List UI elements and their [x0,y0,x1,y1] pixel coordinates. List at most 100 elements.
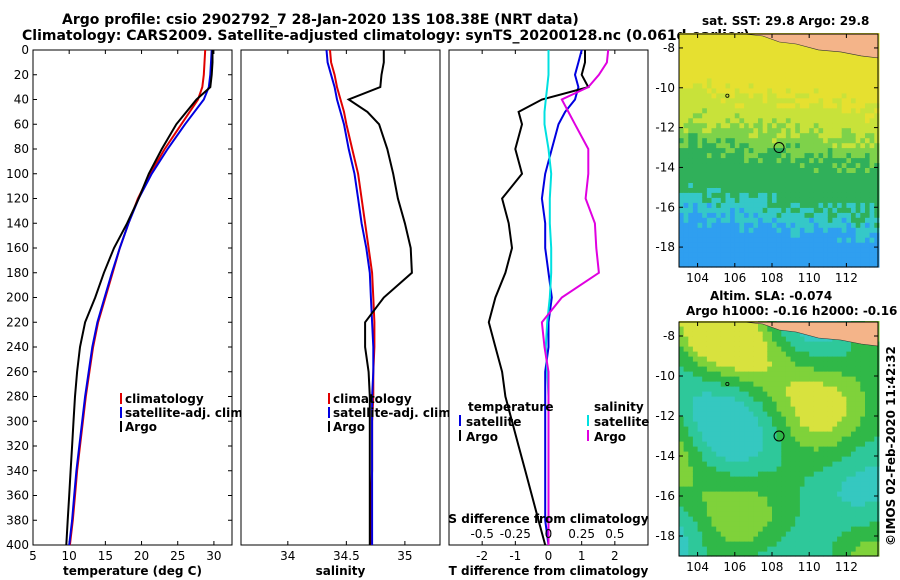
map-cell [692,132,699,139]
map-cell [688,247,694,253]
map-cell [776,47,782,54]
map-cell [679,112,685,119]
map-cell [739,162,745,168]
map-cell [744,82,750,89]
map-cell [860,351,866,357]
map-cell [855,187,861,193]
map-cell [753,446,759,452]
map-cell [767,446,773,452]
map-cell [874,182,880,188]
map-cell [762,43,768,49]
map-cell [832,431,838,437]
map-cell [730,326,736,332]
map-cell [744,461,750,467]
map-cell [739,321,745,327]
map-cell [865,351,871,357]
map-cell [772,541,778,547]
map-cell [720,531,726,537]
map-cell [799,431,806,437]
legend-label: Argo [466,430,498,444]
map-cell [716,107,722,114]
map-cell [692,381,699,387]
map-cell [846,227,852,233]
map-cell [804,536,810,542]
map-cell [688,466,694,472]
y-tick-label: 40 [14,93,29,107]
map-cell [813,92,819,99]
map-cell [688,391,694,397]
map-cell [799,112,806,119]
map-cell [725,386,731,392]
map-cell [827,232,833,238]
map-cell [827,516,833,522]
map-cell [730,77,736,84]
map-cell [753,326,759,332]
map-cell [744,167,750,173]
map-cell [720,326,726,332]
map-cell [762,38,768,44]
map-cell [697,87,703,94]
map-cell [869,72,875,79]
map-cell [874,177,880,183]
map-cell [804,431,810,437]
map-cell [725,531,731,537]
map-cell [697,177,703,183]
map-cell [832,82,838,89]
map-cell [720,217,726,223]
map-cell [720,117,726,124]
map-cell [758,341,764,347]
map-cell [851,102,857,109]
map-cell [785,461,792,467]
map-cell [716,431,722,437]
map-cell [744,212,750,218]
map-cell [809,77,815,84]
map-cell [855,62,861,69]
map-cell [734,227,740,233]
map-cell [758,257,764,263]
map-cell [720,202,726,208]
map-cell [706,102,713,109]
map-cell [725,336,731,342]
map-cell [790,446,796,452]
map-cell [697,97,703,104]
map-cell [725,366,731,372]
map-cell [799,476,806,482]
map-cell [813,197,819,203]
map-cell [804,187,810,193]
map-cell [697,122,703,129]
map-cell [758,476,764,482]
map-cell [776,471,782,477]
map-cell [711,192,717,198]
map-cell [851,167,857,173]
map-cell [795,381,801,387]
map-cell [697,247,703,253]
map-cell [832,541,838,547]
map-cell [837,97,843,104]
map-cell [730,491,736,497]
map-cell [716,172,722,178]
map-cell [748,466,754,472]
map-cell [865,237,871,243]
map-cell [855,242,861,248]
map-cell [813,446,819,452]
map-cell [851,501,857,507]
map-cell [809,107,815,114]
map-cell [846,391,852,397]
map-cell [753,346,759,352]
map-cell [823,421,829,427]
map-cell [702,157,708,164]
map-cell [846,127,852,134]
map-cell [851,411,857,417]
map-cell [818,107,824,114]
map-cell [781,132,787,139]
map-cell [874,222,880,228]
argo-position-marker [773,142,785,154]
map-cell [753,107,759,114]
map-cell [832,456,838,462]
map-cell [785,132,792,139]
map-cell [809,247,815,253]
map-cell [790,436,796,442]
map-cell [730,262,736,268]
map-cell [744,511,750,517]
map-cell [762,526,768,532]
